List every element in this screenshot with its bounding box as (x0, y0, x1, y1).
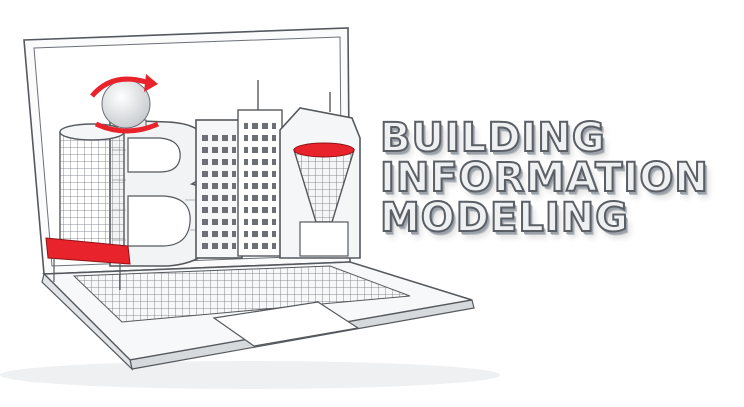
letter-b-building (45, 119, 221, 290)
letter-m-building (279, 92, 361, 259)
headline-line-2: INFORMATION (379, 155, 709, 201)
headline-line-1: BUILDING (379, 115, 606, 161)
letter-i-tower (195, 80, 283, 259)
sphere-with-arrow (90, 74, 160, 134)
headline-line-3: MODELING (379, 195, 630, 241)
headline: BUILDING INFORMATION MODELING (379, 115, 709, 241)
laptop-base (41, 261, 475, 371)
